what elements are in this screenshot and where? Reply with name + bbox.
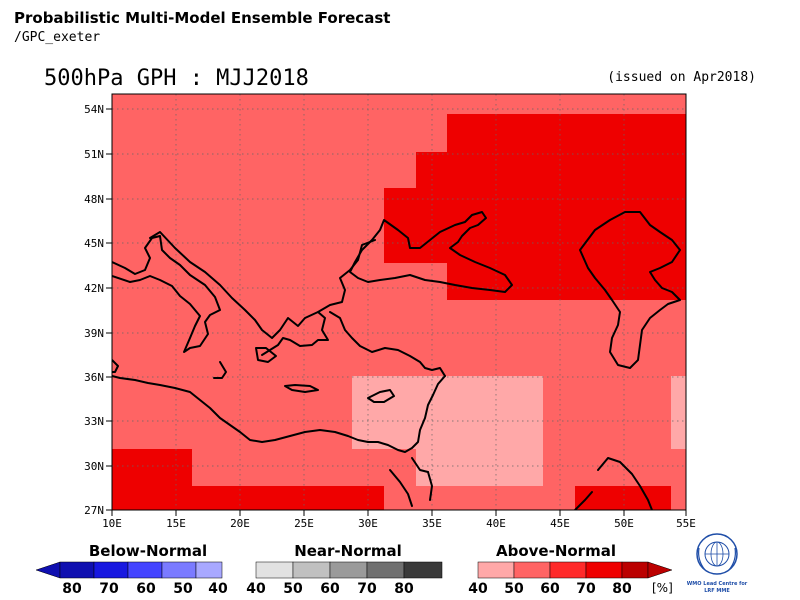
lon-label: 15E — [166, 517, 186, 530]
wmo-logo: WMO Lead Centre for LRF MME — [687, 533, 748, 594]
lat-label: 45N — [84, 237, 104, 250]
legend-near-label: Near-Normal — [294, 542, 402, 560]
legend-above-value: 70 — [576, 581, 596, 597]
legend-above-label: Above-Normal — [496, 542, 616, 560]
lon-label: 55E — [676, 517, 696, 530]
legend: Below-Normal 80 70 60 50 40 Near-Normal … — [35, 542, 673, 597]
page-subtitle: /GPC_exeter — [14, 30, 101, 45]
lon-label: 30E — [358, 517, 378, 530]
legend-swatch-below-70 — [93, 561, 129, 579]
legend-near-value: 70 — [357, 581, 377, 597]
map-frame — [111, 93, 687, 511]
lon-label: 10E — [102, 517, 122, 530]
region-near40-levant — [352, 376, 543, 486]
lat-label: 30N — [84, 460, 104, 473]
legend-below-value: 60 — [136, 581, 156, 597]
lon-label: 25E — [294, 517, 314, 530]
region-above70-southeast — [575, 486, 671, 510]
legend-swatch-near-50 — [292, 561, 331, 579]
legend-below-value: 70 — [99, 581, 119, 597]
legend-above-arrow — [647, 561, 673, 579]
legend-above-value: 60 — [540, 581, 560, 597]
legend-swatch-near-40 — [255, 561, 294, 579]
lat-label: 48N — [84, 193, 104, 206]
lat-label: 39N — [84, 327, 104, 340]
lon-label: 50E — [614, 517, 634, 530]
legend-swatch-below-60 — [127, 561, 163, 579]
lon-label: 45E — [550, 517, 570, 530]
region-above70-southwest — [112, 449, 384, 510]
legend-swatch-near-80 — [403, 561, 443, 579]
lat-label: 27N — [84, 504, 104, 517]
legend-unit: [%] — [652, 581, 673, 595]
legend-swatch-near-60 — [329, 561, 368, 579]
legend-above-value: 50 — [504, 581, 524, 597]
legend-near-value: 60 — [320, 581, 340, 597]
lat-label: 51N — [84, 148, 104, 161]
legend-swatch-above-40 — [477, 561, 515, 579]
region-near40-east-edge — [671, 376, 686, 449]
legend-swatch-above-50 — [513, 561, 551, 579]
lat-labels: 54N 51N 48N 45N 42N 39N 36N 33N 30N 27N — [84, 103, 104, 517]
legend-swatch-below-80 — [59, 561, 95, 579]
lon-labels: 10E 15E 20E 25E 30E 35E 40E 45E 50E 55E — [102, 517, 696, 530]
lat-label: 54N — [84, 103, 104, 116]
legend-swatch-above-70 — [585, 561, 623, 579]
coastlines — [112, 211, 681, 510]
legend-below-value: 40 — [208, 581, 228, 597]
legend-swatch-above-60 — [549, 561, 587, 579]
map-title: 500hPa GPH : MJJ2018 — [44, 66, 309, 91]
legend-near-value: 80 — [394, 581, 414, 597]
page-title: Probabilistic Multi-Model Ensemble Forec… — [14, 9, 391, 27]
lon-label: 20E — [230, 517, 250, 530]
lat-label: 42N — [84, 282, 104, 295]
legend-below-value: 80 — [62, 581, 82, 597]
legend-below-value: 50 — [173, 581, 193, 597]
map-area — [112, 94, 686, 510]
legend-below-arrow — [35, 561, 61, 579]
legend-swatch-below-50 — [161, 561, 197, 579]
lon-label: 35E — [422, 517, 442, 530]
legend-near-value: 40 — [246, 581, 266, 597]
legend-above-value: 80 — [612, 581, 632, 597]
issued-date: (issued on Apr2018) — [607, 70, 756, 85]
legend-swatch-near-70 — [366, 561, 405, 579]
legend-near-value: 50 — [283, 581, 303, 597]
logo-text-line1: WMO Lead Centre for — [687, 581, 748, 587]
legend-swatch-below-40 — [195, 561, 223, 579]
lon-label: 40E — [486, 517, 506, 530]
axis-ticks — [106, 108, 687, 516]
legend-swatch-above-80 — [621, 561, 649, 579]
logo-text-line2: LRF MME — [704, 588, 730, 594]
lat-label: 33N — [84, 415, 104, 428]
legend-above-value: 40 — [468, 581, 488, 597]
legend-below-label: Below-Normal — [89, 542, 207, 560]
lat-label: 36N — [84, 371, 104, 384]
